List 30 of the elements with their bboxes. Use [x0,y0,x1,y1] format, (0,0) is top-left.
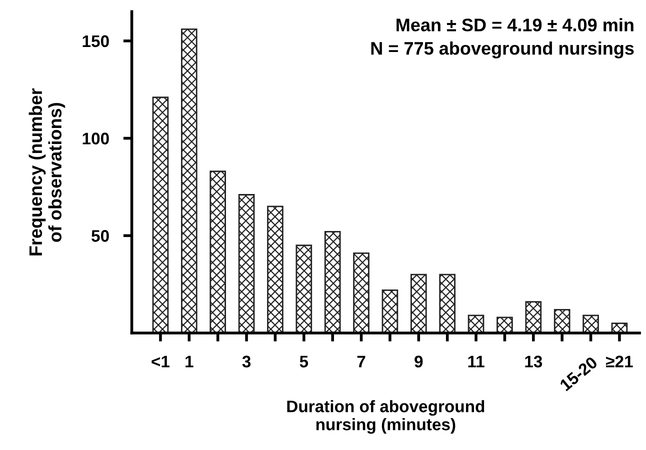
bar [582,314,599,333]
y-tick-label: 50 [92,230,109,242]
bar [238,194,255,333]
annotation: Mean ± SD = 4.19 ± 4.09 min N = 775 aboveground nursings [371,18,634,58]
bar [410,274,427,333]
bar [181,28,198,333]
bar [353,252,370,333]
bar [439,274,456,333]
x-tick-label: 13 [525,356,542,368]
bar [525,301,542,333]
x-tick-label: 5 [300,356,308,368]
bar [296,244,312,333]
bar [267,206,284,333]
y-tick-label: 100 [82,132,109,144]
x-tick-label: 7 [357,356,366,368]
y-tick-label: 150 [82,35,109,48]
x-tick-label: <1 [152,356,170,368]
x-tick-label: 9 [414,356,423,368]
x-tick-label: 3 [242,356,251,368]
y-axis-title: Frequency (number of observations) [28,88,66,256]
bar [382,289,398,333]
bar [152,96,169,333]
x-tick-label: 1 [186,356,194,368]
bar [210,170,226,333]
bar [324,231,341,333]
x-axis-title: Duration of aboveground nursing (minutes) [287,400,484,434]
bar [496,316,513,333]
x-tick-label: ≥21 [606,356,633,368]
x-tick-label: 11 [468,356,484,368]
bar [554,308,570,333]
